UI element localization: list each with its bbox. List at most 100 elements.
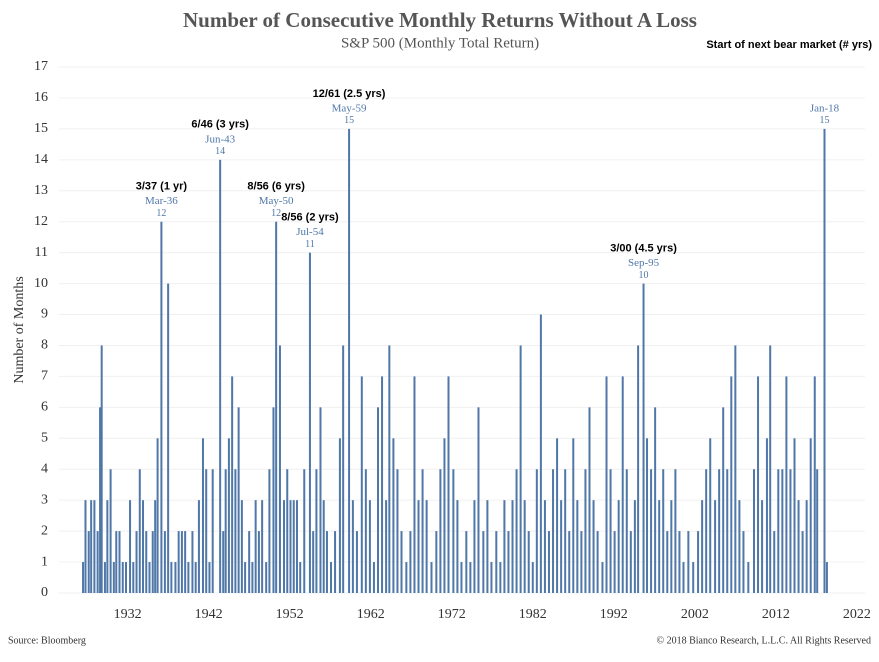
bar [148,562,151,593]
bar [413,376,416,593]
bar [87,531,90,593]
bar [303,469,306,593]
bar [286,469,289,593]
bar [151,531,154,593]
bar [244,562,247,593]
bar [687,531,690,593]
y-tick-label: 13 [34,183,48,198]
bar [825,562,828,593]
chart-title: Number of Consecutive Monthly Returns Wi… [183,8,697,32]
bar [409,531,412,593]
bar [211,469,214,593]
bar [823,128,826,593]
bar [430,562,433,593]
bar [507,531,510,593]
bar [701,500,704,593]
bar [747,562,750,593]
bar [118,531,121,593]
bar [805,500,808,593]
y-tick-label: 16 [34,90,48,105]
bar [797,500,800,593]
bar [392,438,395,593]
bar [486,500,489,593]
bar [322,500,325,593]
annotation-value: 12 [156,208,166,219]
bar [705,469,708,593]
bar [385,500,388,593]
bar [773,531,776,593]
annotation-value: 11 [305,239,315,250]
annotation-value: 14 [215,146,225,157]
bar [90,500,93,593]
bar [283,500,286,593]
bar [160,221,163,594]
annotation-date: Jul-54 [296,226,324,238]
bar [124,562,127,593]
bar [460,562,463,593]
bar [527,531,530,593]
y-tick-label: 7 [41,369,48,384]
bar [187,562,190,593]
bar [666,531,669,593]
bar [709,438,712,593]
bar [334,531,337,593]
bar [372,562,375,593]
bar [106,500,109,593]
y-tick-label: 17 [34,59,48,74]
bar [156,438,159,593]
bar [447,376,450,593]
bar [292,500,295,593]
chart-subtitle: S&P 500 (Monthly Total Return) [341,35,539,51]
bar [82,562,85,593]
bar [633,500,636,593]
bar [692,562,695,593]
bar [368,500,371,593]
annotation-bear: 6/46 (3 yrs) [191,119,249,131]
bar [299,562,302,593]
annotation-bear: 8/56 (6 yrs) [247,181,305,193]
bar [381,376,384,593]
bar [511,500,514,593]
x-tick-label: 1932 [114,607,142,622]
bar [499,562,502,593]
bar [761,500,764,593]
bar [473,500,476,593]
annotation-bear: 8/56 (2 yrs) [281,212,339,224]
bar [257,531,260,593]
bar [319,407,322,593]
bar [646,438,649,593]
bar [194,562,197,593]
bar [552,469,555,593]
bar [417,500,420,593]
bar [718,469,721,593]
bar [278,345,281,593]
bar [742,531,745,593]
bar [170,562,173,593]
y-tick-label: 1 [41,554,48,569]
bar [625,469,628,593]
bar [670,500,673,593]
y-tick-label: 0 [41,585,48,600]
x-tick-label: 1982 [519,607,547,622]
bar [576,500,579,593]
bar [93,500,96,593]
bar [714,500,717,593]
bar [596,531,599,593]
bar [752,469,755,593]
x-tick-label: 1942 [195,607,223,622]
bar [348,128,351,593]
bar [84,500,87,593]
bar [439,469,442,593]
bar [138,469,141,593]
bar [588,407,591,593]
y-tick-label: 10 [34,276,48,291]
bar [132,562,135,593]
copyright: © 2018 Bianco Research, L.L.C. All Right… [656,635,871,646]
bar [469,562,472,593]
bar [556,438,559,593]
bar [315,469,318,593]
bar [495,531,498,593]
x-tick-label: 1992 [600,607,628,622]
bar [308,252,311,593]
